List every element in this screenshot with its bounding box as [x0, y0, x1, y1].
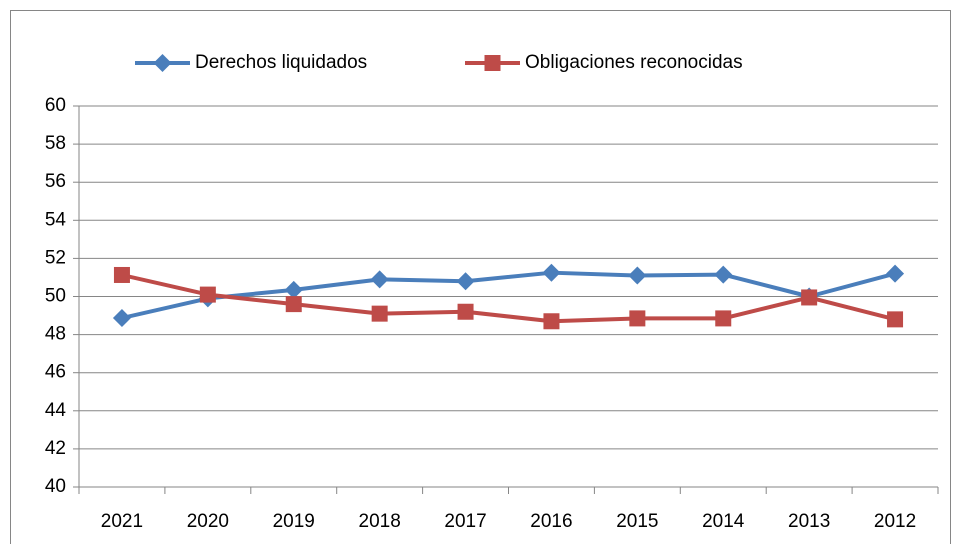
marker	[629, 310, 646, 327]
x-tick-label: 2019	[273, 511, 315, 532]
x-tick-label: 2015	[616, 511, 658, 532]
marker	[112, 309, 131, 328]
series-line	[121, 270, 896, 320]
marker	[801, 289, 818, 306]
series-line	[121, 273, 896, 324]
y-tick-label: 52	[45, 247, 66, 268]
y-tick-label: 42	[45, 438, 66, 459]
y-tick-label: 50	[45, 286, 66, 307]
marker	[370, 270, 389, 289]
marker	[457, 303, 474, 320]
chart-border	[10, 10, 951, 544]
y-tick-label: 54	[45, 209, 67, 230]
x-tick-label: 2016	[530, 511, 572, 532]
legend-label: Obligaciones reconocidas	[525, 52, 743, 73]
marker	[284, 280, 303, 299]
legend-marker	[153, 54, 172, 72]
marker	[628, 266, 647, 285]
y-tick-label: 40	[45, 476, 66, 497]
marker	[113, 266, 130, 283]
x-tick-label: 2013	[788, 511, 830, 532]
marker	[371, 305, 388, 322]
marker	[887, 311, 904, 328]
x-tick-label: 2014	[702, 511, 745, 532]
x-tick-label: 2020	[187, 511, 229, 532]
y-tick-label: 44	[45, 400, 67, 421]
legend-label: Derechos liquidados	[195, 52, 367, 73]
marker	[715, 310, 732, 327]
marker	[199, 286, 216, 303]
x-tick-label: 2017	[444, 511, 486, 532]
marker	[714, 265, 733, 284]
x-tick-label: 2018	[359, 511, 401, 532]
y-tick-label: 56	[45, 171, 66, 192]
y-tick-label: 60	[45, 95, 66, 116]
marker	[285, 296, 302, 313]
x-tick-label: 2012	[874, 511, 916, 532]
marker	[543, 313, 560, 330]
marker	[886, 264, 905, 283]
y-tick-label: 48	[45, 324, 66, 345]
y-tick-label: 46	[45, 362, 66, 383]
x-tick-label: 2021	[101, 511, 143, 532]
marker	[542, 263, 561, 282]
y-tick-label: 58	[45, 133, 66, 154]
legend-marker	[484, 55, 501, 71]
marker	[456, 272, 475, 291]
